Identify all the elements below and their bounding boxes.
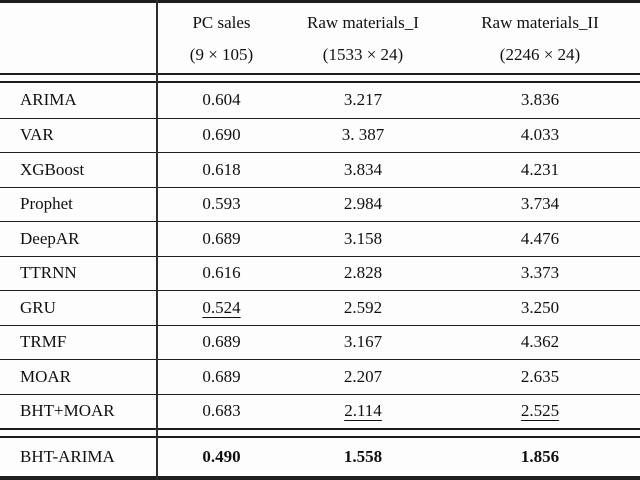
value-cell: 3.217 bbox=[343, 90, 383, 110]
value-cell: 2.635 bbox=[520, 366, 560, 386]
value-cell: 0.524 bbox=[202, 297, 241, 317]
table-row: MOAR 0.689 2.207 2.635 bbox=[0, 359, 640, 394]
value-cell: 0.490 bbox=[202, 447, 241, 466]
value-cell: 0.593 bbox=[202, 194, 241, 214]
table-header-row: PC sales (9 × 105) Raw materials_I (1533… bbox=[0, 3, 640, 73]
value-cell: 1.856 bbox=[520, 447, 560, 466]
header-double-rule bbox=[0, 73, 640, 83]
column-dims: (1533 × 24) bbox=[322, 45, 404, 64]
header-col-raw-materials-1: Raw materials_I (1533 × 24) bbox=[286, 3, 440, 73]
value-cell: 3.834 bbox=[343, 159, 383, 179]
model-name-cell: DeepAR bbox=[20, 228, 80, 248]
value-cell: 3.250 bbox=[520, 297, 560, 317]
model-name-cell: BHT-ARIMA bbox=[20, 447, 115, 466]
value-cell: 2.207 bbox=[343, 366, 383, 386]
column-separator-rule bbox=[156, 0, 158, 480]
value-cell: 3.836 bbox=[520, 90, 560, 110]
value-cell: 3.158 bbox=[343, 228, 383, 248]
table-footer: BHT-ARIMA 0.490 1.558 1.856 bbox=[0, 438, 640, 476]
header-col-pc-sales: PC sales (9 × 105) bbox=[157, 3, 286, 73]
value-cell: 4.362 bbox=[520, 332, 560, 352]
value-cell: 4.231 bbox=[520, 159, 560, 179]
column-dims: (2246 × 24) bbox=[499, 45, 581, 64]
value-cell: 0.683 bbox=[202, 401, 241, 421]
model-name-cell: BHT+MOAR bbox=[20, 401, 115, 421]
model-name-cell: XGBoost bbox=[20, 159, 85, 179]
value-cell: 0.689 bbox=[202, 332, 241, 352]
table-row: BHT-ARIMA 0.490 1.558 1.856 bbox=[0, 438, 640, 476]
value-cell: 3.167 bbox=[343, 332, 383, 352]
table-row: TTRNN 0.616 2.828 3.373 bbox=[0, 255, 640, 291]
table-row: GRU 0.524 2.592 3.250 bbox=[0, 290, 640, 325]
value-cell: 4.476 bbox=[520, 228, 560, 248]
table-body: ARIMA 0.604 3.217 3.836 VAR 0.690 3. 387… bbox=[0, 83, 640, 428]
column-label: Raw materials_II bbox=[481, 13, 599, 32]
header-col-raw-materials-2: Raw materials_II (2246 × 24) bbox=[440, 3, 640, 73]
table-row: TRMF 0.689 3.167 4.362 bbox=[0, 324, 640, 360]
value-cell: 0.604 bbox=[202, 90, 241, 110]
model-name-cell: TRMF bbox=[20, 332, 67, 352]
table-row: BHT+MOAR 0.683 2.114 2.525 bbox=[0, 393, 640, 429]
table-row: Prophet 0.593 2.984 3.734 bbox=[0, 186, 640, 222]
value-cell: 0.618 bbox=[202, 159, 241, 179]
model-name-cell: VAR bbox=[20, 125, 54, 145]
table-row: XGBoost 0.618 3.834 4.231 bbox=[0, 152, 640, 187]
value-cell: 0.689 bbox=[202, 366, 241, 386]
table-row: ARIMA 0.604 3.217 3.836 bbox=[0, 83, 640, 118]
value-cell: 2.114 bbox=[344, 401, 382, 421]
model-name-cell: GRU bbox=[20, 297, 56, 317]
value-cell: 3. 387 bbox=[341, 125, 385, 145]
value-cell: 2.592 bbox=[343, 297, 383, 317]
table-row: VAR 0.690 3. 387 4.033 bbox=[0, 117, 640, 153]
table-top-rule bbox=[0, 0, 640, 3]
column-label: PC sales bbox=[192, 13, 251, 32]
value-cell: 0.616 bbox=[202, 263, 241, 283]
value-cell: 1.558 bbox=[343, 447, 383, 466]
value-cell: 2.984 bbox=[343, 194, 383, 214]
value-cell: 3.373 bbox=[520, 263, 560, 283]
value-cell: 2.525 bbox=[520, 401, 560, 421]
model-name-cell: ARIMA bbox=[20, 90, 77, 110]
value-cell: 3.734 bbox=[520, 194, 560, 214]
value-cell: 2.828 bbox=[343, 263, 383, 283]
column-dims: (9 × 105) bbox=[189, 45, 254, 64]
value-cell: 4.033 bbox=[520, 125, 560, 145]
table-bottom-rule bbox=[0, 476, 640, 480]
model-name-cell: MOAR bbox=[20, 366, 72, 386]
header-empty-cell bbox=[0, 3, 157, 73]
value-cell: 0.689 bbox=[202, 228, 241, 248]
table-row: DeepAR 0.689 3.158 4.476 bbox=[0, 221, 640, 256]
footer-double-rule bbox=[0, 428, 640, 438]
model-name-cell: Prophet bbox=[20, 194, 73, 214]
model-name-cell: TTRNN bbox=[20, 263, 77, 283]
value-cell: 0.690 bbox=[202, 125, 241, 145]
column-label: Raw materials_I bbox=[307, 13, 419, 32]
